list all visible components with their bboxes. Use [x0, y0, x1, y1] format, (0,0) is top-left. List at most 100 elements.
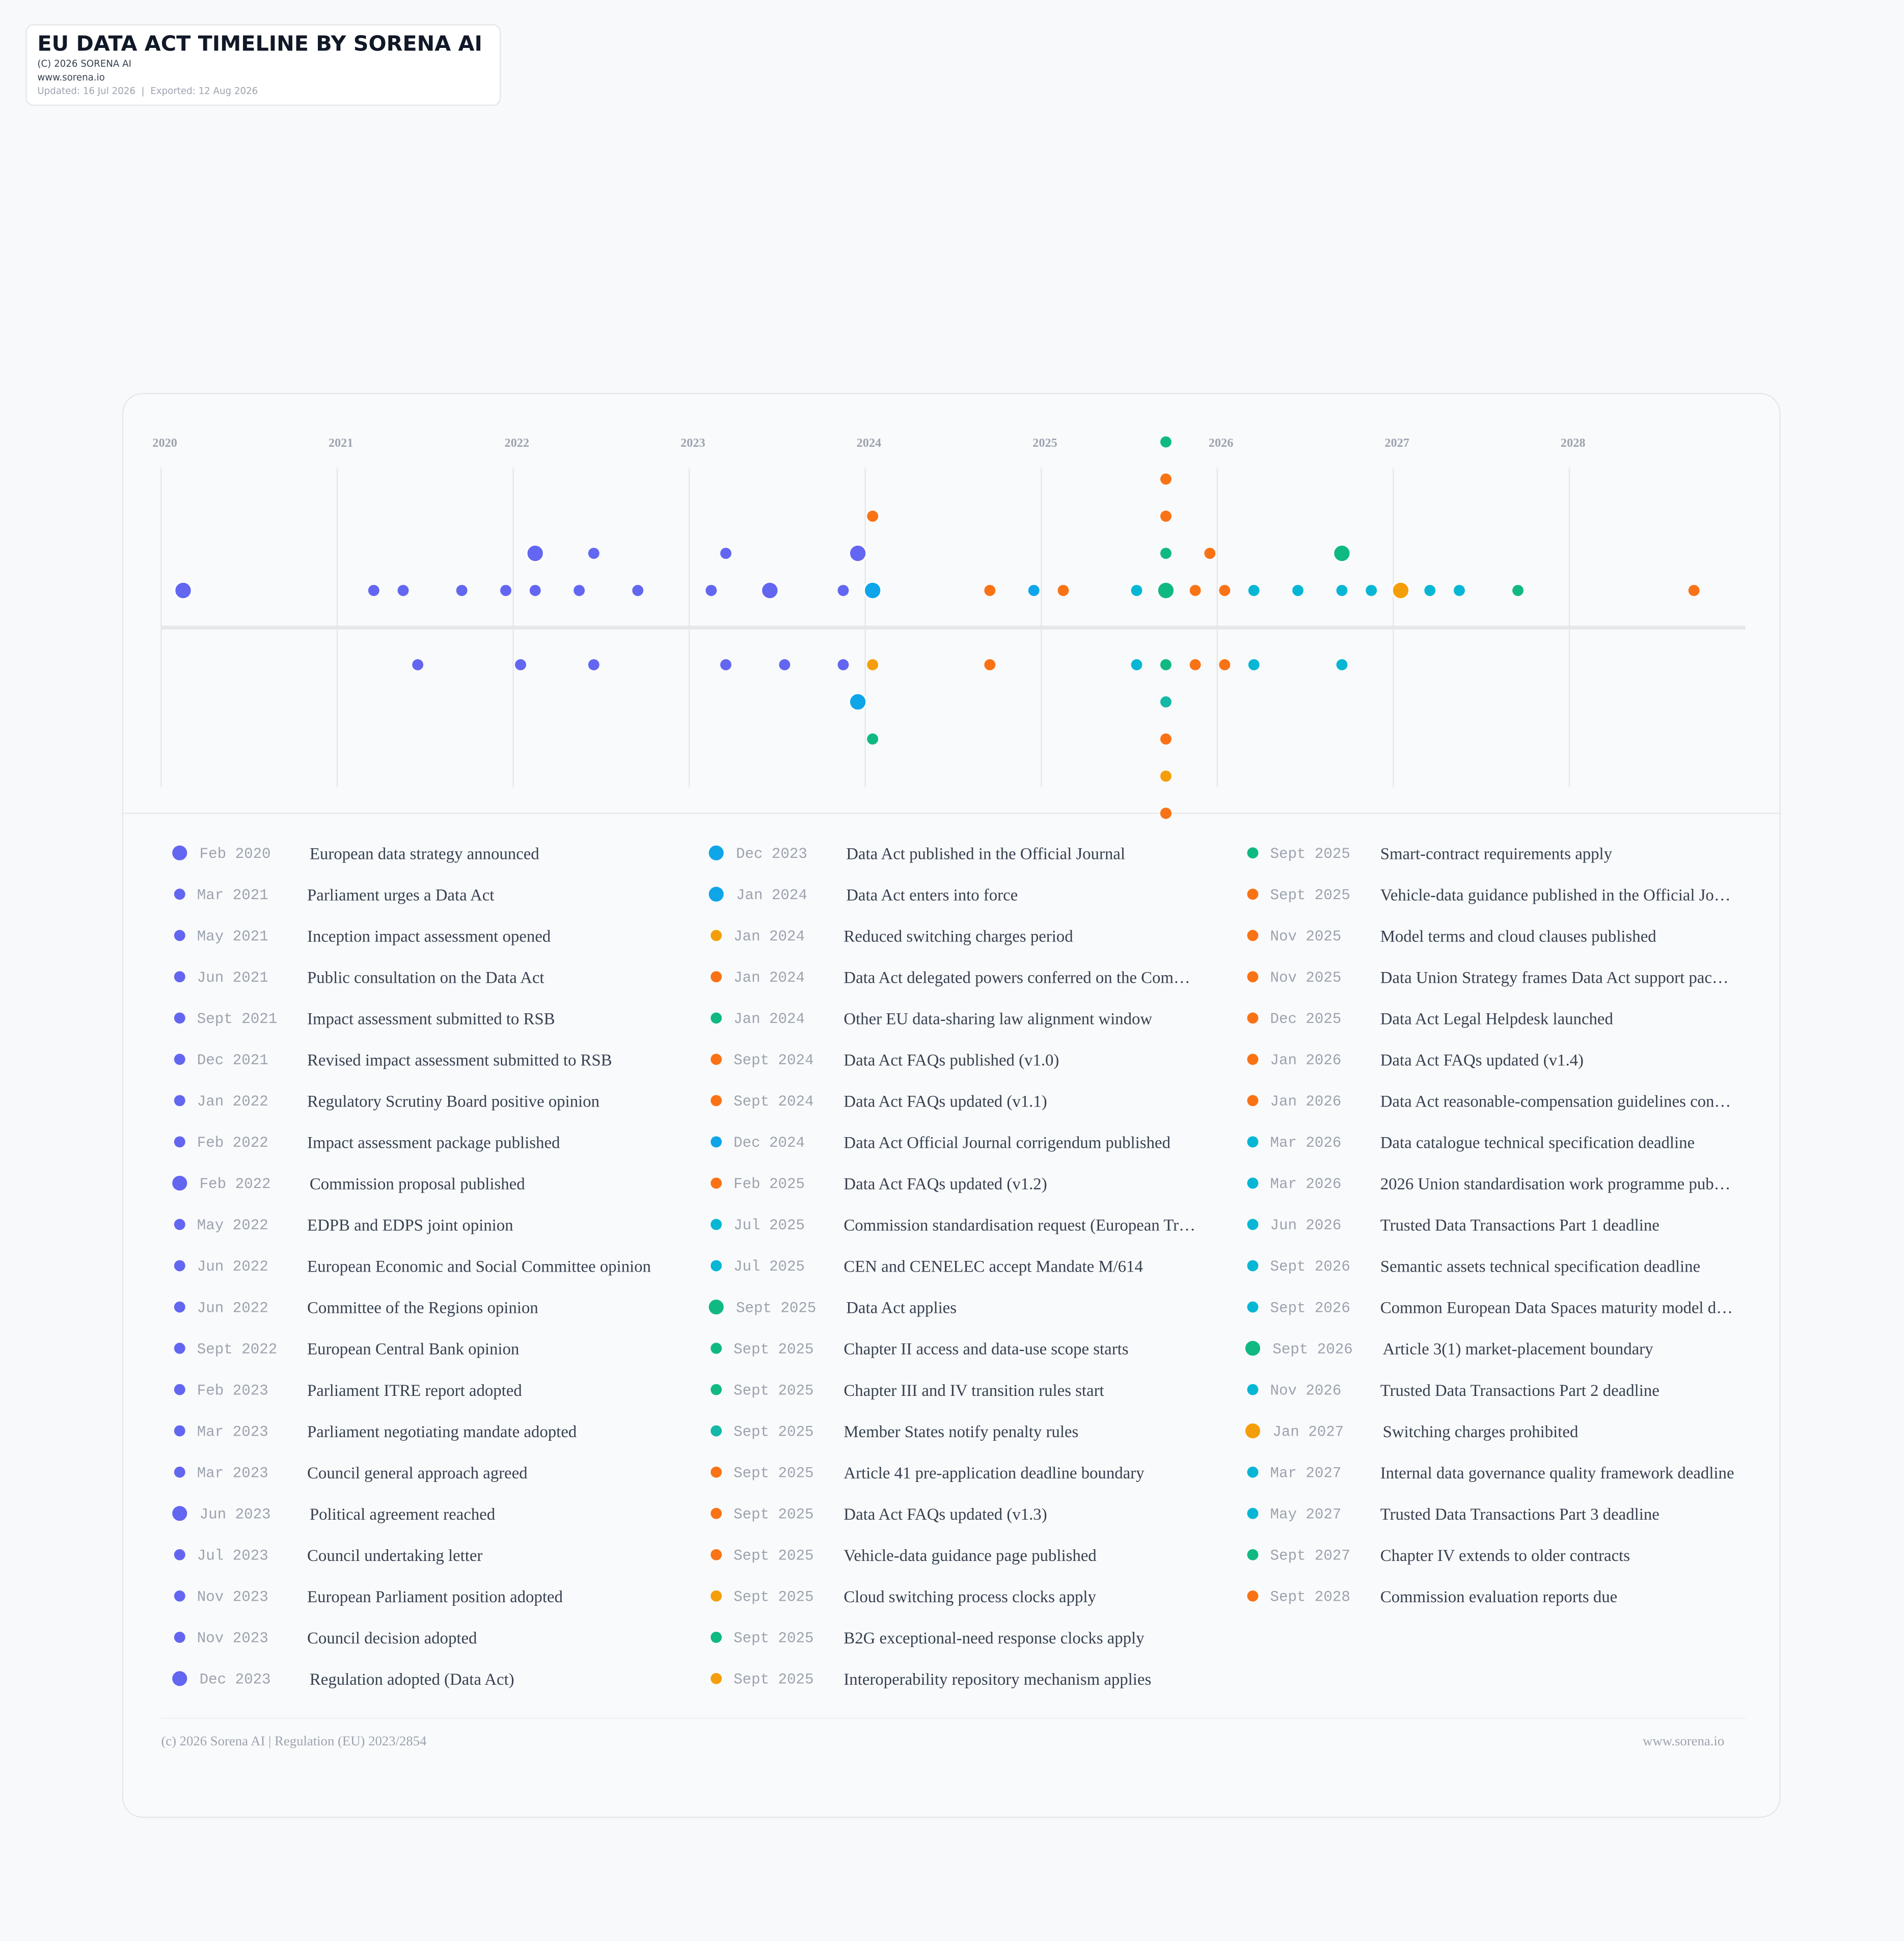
- legend-dot: [1247, 1507, 1259, 1519]
- event-dot: [1160, 548, 1172, 559]
- event-date: Sept 2025: [733, 1547, 813, 1564]
- event-date: Feb 2025: [733, 1176, 805, 1193]
- event-dot: [863, 581, 882, 600]
- event-date: May 2021: [197, 928, 268, 945]
- legend-dot: [174, 1342, 185, 1354]
- event-dot: [1204, 548, 1216, 559]
- event-dot: [368, 585, 379, 596]
- event-label: Revised impact assessment submitted to R…: [307, 1051, 612, 1069]
- event-dot: [837, 659, 849, 670]
- event-date: Sept 2025: [1270, 887, 1350, 904]
- x-tick-label: 2020: [152, 436, 177, 450]
- event-date: Jan 2024: [733, 969, 805, 986]
- event-dot: [1131, 659, 1143, 670]
- event-label: Other EU data-sharing law alignment wind…: [844, 1010, 1152, 1028]
- legend-dot: [711, 1507, 722, 1519]
- event-dot: [705, 585, 717, 596]
- legend-dot: [1247, 1549, 1259, 1560]
- event-date: Dec 2024: [733, 1135, 805, 1151]
- event-date: Jul 2023: [197, 1547, 268, 1564]
- event-label: B2G exceptional-need response clocks app…: [844, 1629, 1145, 1648]
- event-label: Data Act FAQs published (v1.0): [844, 1051, 1059, 1069]
- event-date: Jan 2026: [1270, 1052, 1341, 1069]
- event-label: Inception impact assessment opened: [307, 927, 551, 946]
- event-label: Commission evaluation reports due: [1380, 1588, 1617, 1606]
- event-date: Sept 2024: [733, 1093, 813, 1110]
- title: EU DATA ACT TIMELINE BY SORENA AI: [37, 32, 482, 56]
- legend-dot: [172, 1506, 187, 1521]
- x-tick-label: 2028: [1561, 436, 1586, 450]
- legend-dot: [1247, 1219, 1259, 1230]
- event-date: Jan 2024: [733, 1011, 805, 1028]
- event-label: Data Act FAQs updated (v1.4): [1380, 1051, 1584, 1069]
- event-dot: [837, 585, 849, 596]
- event-dot: [456, 585, 468, 596]
- event-dot: [1028, 585, 1040, 596]
- legend-dot: [1247, 1384, 1259, 1395]
- event-dot: [1219, 585, 1231, 596]
- event-label: Data catalogue technical specification d…: [1380, 1134, 1695, 1152]
- event-label: Trusted Data Transactions Part 3 deadlin…: [1380, 1505, 1660, 1524]
- event-label: CEN and CENELEC accept Mandate M/614: [844, 1258, 1143, 1276]
- event-dot: [574, 585, 585, 596]
- event-date: Jan 2027: [1272, 1423, 1344, 1440]
- event-label: Data Act Official Journal corrigendum pu…: [844, 1134, 1171, 1152]
- legend-dot: [711, 1177, 722, 1189]
- legend-dot: [709, 1299, 724, 1315]
- event-label: Council general approach agreed: [307, 1464, 528, 1482]
- event-label: Parliament ITRE report adopted: [307, 1382, 522, 1400]
- event-dot: [720, 659, 731, 670]
- header-card: [25, 24, 501, 106]
- event-label: Public consultation on the Data Act: [307, 968, 544, 987]
- event-dot: [1160, 659, 1172, 670]
- event-dot: [1160, 733, 1172, 745]
- event-label: Committee of the Regions opinion: [307, 1299, 538, 1317]
- legend-dot: [711, 1219, 722, 1230]
- legend-dot: [711, 1673, 722, 1684]
- legend-dot: [1247, 1136, 1259, 1148]
- event-dot: [1219, 659, 1231, 670]
- x-tick-label: 2025: [1032, 436, 1057, 450]
- event-date: Nov 2025: [1270, 928, 1341, 945]
- event-dot: [1292, 585, 1304, 596]
- legend-dot: [174, 1301, 185, 1313]
- event-label: Council decision adopted: [307, 1629, 477, 1648]
- event-date: Jan 2022: [197, 1093, 268, 1110]
- legend-dot: [174, 1095, 185, 1107]
- event-label: 2026 Union standardisation work programm…: [1380, 1175, 1731, 1194]
- legend-dot: [711, 1590, 722, 1602]
- event-label: Model terms and cloud clauses published: [1380, 927, 1656, 946]
- legend-dot: [174, 888, 185, 900]
- event-dot: [1160, 510, 1172, 522]
- event-label: European Economic and Social Committee o…: [307, 1258, 651, 1276]
- legend-dot: [174, 1590, 185, 1602]
- event-date: Jul 2025: [733, 1258, 805, 1275]
- event-dot: [515, 659, 526, 670]
- event-dot: [1131, 585, 1143, 596]
- event-label: Vehicle-data guidance page published: [844, 1547, 1096, 1565]
- event-date: Sept 2026: [1272, 1341, 1352, 1358]
- legend-dot: [1247, 888, 1259, 900]
- event-label: Data Act applies: [846, 1299, 957, 1317]
- x-tick-label: 2023: [681, 436, 705, 450]
- event-date: Jan 2024: [733, 928, 805, 945]
- legend-dot: [174, 1260, 185, 1272]
- event-date: May 2022: [197, 1217, 268, 1234]
- event-label: Political agreement reached: [310, 1505, 495, 1524]
- event-dot: [1189, 659, 1201, 670]
- x-tick-label: 2021: [329, 436, 353, 450]
- event-label: Cloud switching process clocks apply: [844, 1588, 1096, 1606]
- event-label: Commission standardisation request (Euro…: [844, 1217, 1195, 1235]
- legend-dot: [711, 1095, 722, 1107]
- event-date: Sept 2025: [733, 1341, 813, 1358]
- x-tick-label: 2026: [1209, 436, 1234, 450]
- event-dot: [1512, 585, 1524, 596]
- event-date: Mar 2026: [1270, 1135, 1341, 1151]
- event-label: Vehicle-data guidance published in the O…: [1380, 886, 1731, 904]
- event-date: Sept 2025: [733, 1506, 813, 1523]
- event-dot: [588, 548, 600, 559]
- legend-dot: [174, 1219, 185, 1230]
- event-date: Sept 2025: [733, 1672, 813, 1688]
- event-date: Feb 2020: [200, 846, 271, 862]
